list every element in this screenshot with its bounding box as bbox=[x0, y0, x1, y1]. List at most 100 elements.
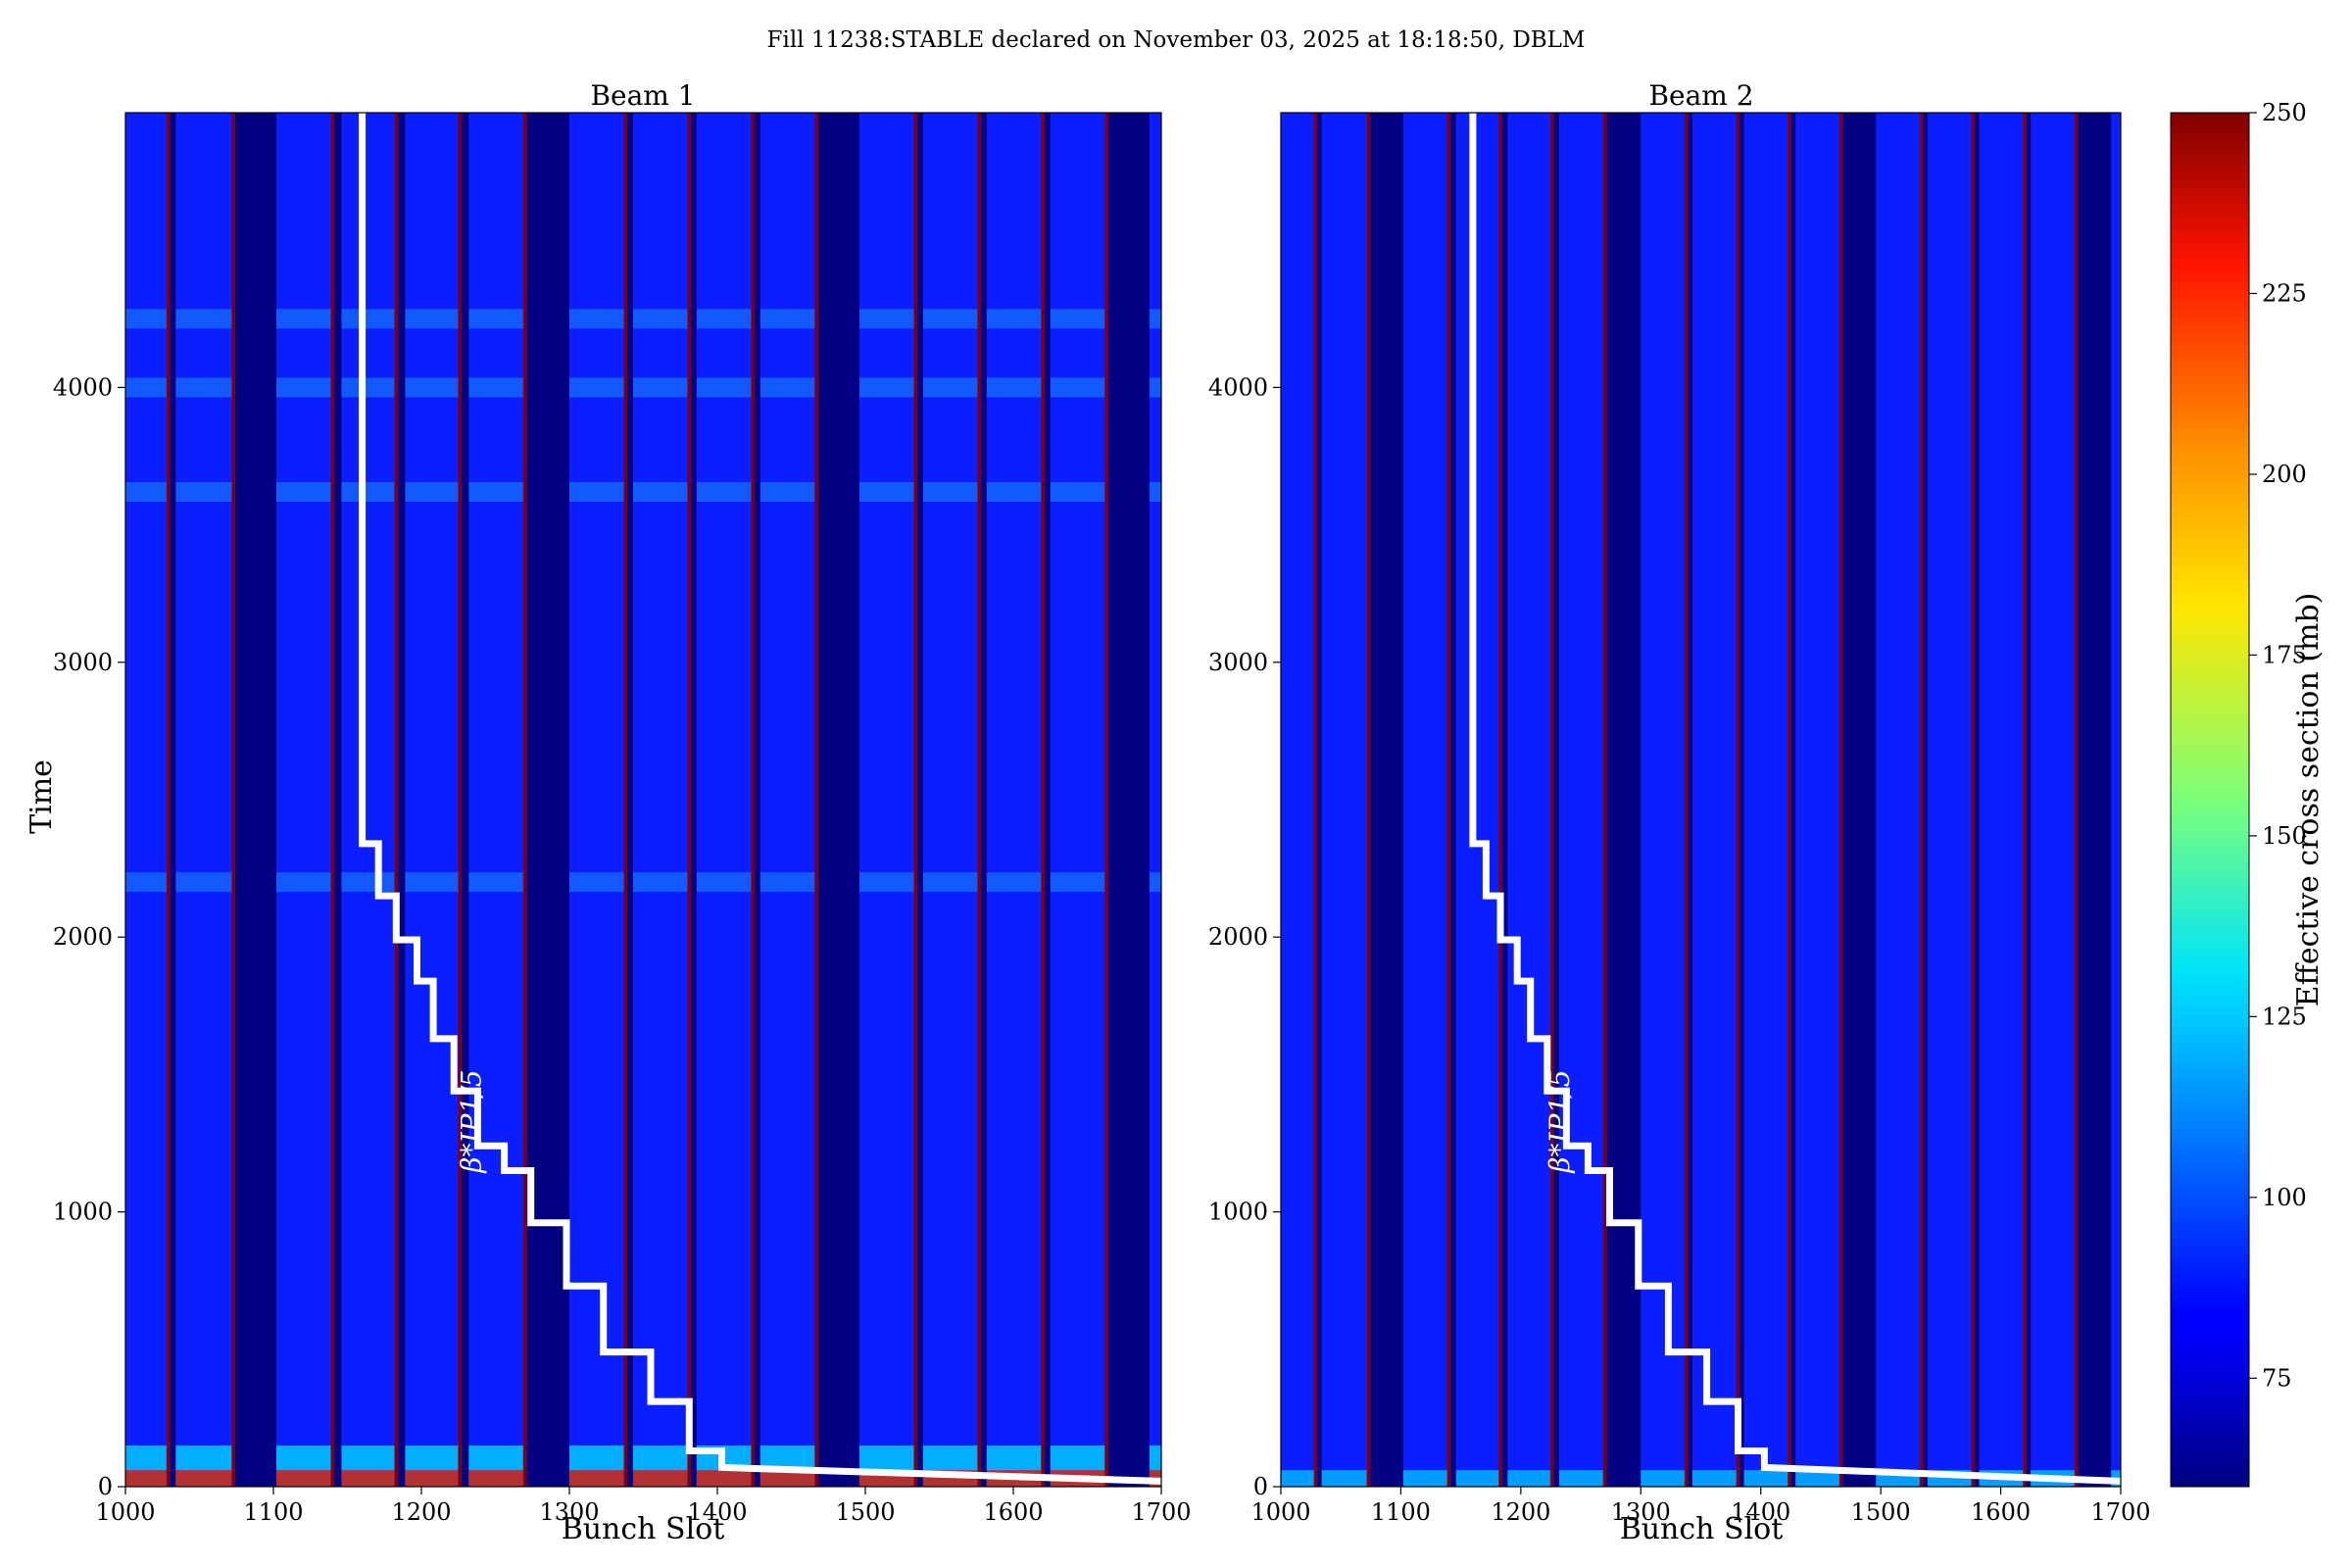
band-bright-row bbox=[632, 872, 688, 893]
band-edge-column bbox=[687, 113, 692, 1487]
band-bright-row bbox=[125, 377, 168, 398]
band-edge-column bbox=[1788, 113, 1792, 1487]
colorbar-tick-label: 75 bbox=[2262, 1364, 2292, 1392]
x-tick-label: 1100 bbox=[243, 1498, 303, 1526]
beam-1-axes: 1000 1100 1200 1300 1400 1500 1600 170001000200… bbox=[53, 112, 1192, 1526]
band-bright-row bbox=[1050, 481, 1105, 502]
band-bright-row bbox=[405, 309, 459, 329]
x-tick-label: 1700 bbox=[1131, 1498, 1191, 1526]
beta-star-step-line bbox=[359, 113, 1162, 1485]
bunch-train-band bbox=[1927, 113, 1973, 1487]
band-bottom-red bbox=[276, 1470, 331, 1487]
band-bright-row bbox=[341, 309, 395, 329]
bunch-train-band bbox=[760, 113, 815, 1487]
band-bright-row bbox=[468, 481, 524, 502]
band-bright-row bbox=[986, 377, 1042, 398]
band-bright-row bbox=[986, 872, 1042, 893]
x-tick-label: 1400 bbox=[687, 1498, 747, 1526]
bunch-train-band bbox=[341, 113, 395, 1487]
band-bright-row bbox=[922, 872, 978, 893]
band-bright-row bbox=[858, 377, 914, 398]
beam-2-title: Beam 2 bbox=[1648, 79, 1753, 112]
band-edge-column bbox=[1041, 113, 1046, 1487]
bunch-train-band bbox=[1281, 113, 1315, 1487]
band-bright-row bbox=[858, 481, 914, 502]
x-tick-label: 1400 bbox=[1731, 1498, 1790, 1526]
band-bottom-red bbox=[175, 1470, 232, 1487]
band-edge-column bbox=[231, 113, 236, 1487]
band-bright-row bbox=[1149, 377, 1161, 398]
band-bright-row bbox=[405, 377, 459, 398]
band-bottom-hot bbox=[1281, 1470, 1315, 1487]
band-bright-row bbox=[175, 481, 232, 502]
bunch-train-band bbox=[1559, 113, 1604, 1487]
band-bright-row bbox=[632, 309, 688, 329]
band-edge-column bbox=[1602, 113, 1607, 1487]
band-bright-row bbox=[696, 377, 752, 398]
band-bright-row bbox=[1050, 377, 1105, 398]
bunch-train-band bbox=[2111, 113, 2121, 1487]
x-tick-label: 1300 bbox=[539, 1498, 599, 1526]
band-edge-column bbox=[1366, 113, 1371, 1487]
band-bright-row bbox=[175, 309, 232, 329]
band-bright-row bbox=[175, 377, 232, 398]
band-edge-column bbox=[166, 113, 171, 1487]
band-edge-column bbox=[522, 113, 527, 1487]
band-bright-row bbox=[468, 309, 524, 329]
colorbar-tick-label: 100 bbox=[2262, 1184, 2307, 1211]
band-bright-row bbox=[125, 309, 168, 329]
band-bright-row bbox=[632, 377, 688, 398]
band-bottom-hot bbox=[1743, 1470, 1788, 1487]
y-tick-label: 0 bbox=[98, 1473, 113, 1500]
band-bright-row bbox=[1149, 872, 1161, 893]
x-tick-label: 1500 bbox=[1851, 1498, 1911, 1526]
band-bright-row bbox=[468, 872, 524, 893]
band-bright-row bbox=[569, 872, 624, 893]
x-tick-label: 1200 bbox=[1491, 1498, 1550, 1526]
bunch-train-band bbox=[405, 113, 459, 1487]
band-edge-column bbox=[2023, 113, 2028, 1487]
y-tick-label: 2000 bbox=[1208, 923, 1268, 951]
bunch-train-band bbox=[632, 113, 688, 1487]
band-edge-column bbox=[913, 113, 918, 1487]
band-bright-row bbox=[696, 309, 752, 329]
bunch-train-band bbox=[569, 113, 624, 1487]
band-edge-column bbox=[1498, 113, 1503, 1487]
band-bright-row bbox=[696, 872, 752, 893]
y-tick-label: 1000 bbox=[1208, 1199, 1268, 1226]
y-tick-label: 3000 bbox=[1208, 649, 1268, 676]
band-edge-column bbox=[814, 113, 819, 1487]
band-bottom-hot bbox=[1559, 1470, 1604, 1487]
band-bottom-hot bbox=[1402, 1470, 1448, 1487]
y-tick-label: 4000 bbox=[53, 373, 113, 401]
x-tick-label: 1500 bbox=[835, 1498, 895, 1526]
band-edge-column bbox=[1446, 113, 1451, 1487]
band-edge-column bbox=[1313, 113, 1318, 1487]
band-edge-column bbox=[751, 113, 756, 1487]
band-bottom-red bbox=[341, 1470, 395, 1487]
band-bright-row bbox=[175, 872, 232, 893]
band-bottom-red bbox=[696, 1470, 752, 1487]
band-bright-row bbox=[986, 309, 1042, 329]
band-edge-column bbox=[1838, 113, 1843, 1487]
bunch-train-band bbox=[696, 113, 752, 1487]
beta-star-label: β*IP1/5 bbox=[1544, 1069, 1576, 1173]
band-bright-row bbox=[569, 309, 624, 329]
band-bright-row bbox=[760, 481, 815, 502]
band-edge-column bbox=[458, 113, 463, 1487]
bunch-train-band bbox=[175, 113, 232, 1487]
bunch-train-band bbox=[1321, 113, 1368, 1487]
bunch-train-band bbox=[2031, 113, 2076, 1487]
band-bright-row bbox=[276, 377, 331, 398]
colorbar-tick-label: 150 bbox=[2262, 822, 2307, 850]
bunch-train-band bbox=[1743, 113, 1788, 1487]
x-tick-label: 1700 bbox=[2090, 1498, 2150, 1526]
bunch-train-band bbox=[1691, 113, 1738, 1487]
band-bottom-hot bbox=[1455, 1470, 1499, 1487]
band-bright-row bbox=[276, 481, 331, 502]
band-edge-column bbox=[977, 113, 982, 1487]
beam-2-panel: Beam 2 β*IP1/5 1000 1100 1200 1300 1400 1500 1… bbox=[1208, 79, 2151, 1546]
band-bright-row bbox=[405, 481, 459, 502]
bunch-train-band bbox=[1402, 113, 1448, 1487]
band-edge-column bbox=[1684, 113, 1689, 1487]
